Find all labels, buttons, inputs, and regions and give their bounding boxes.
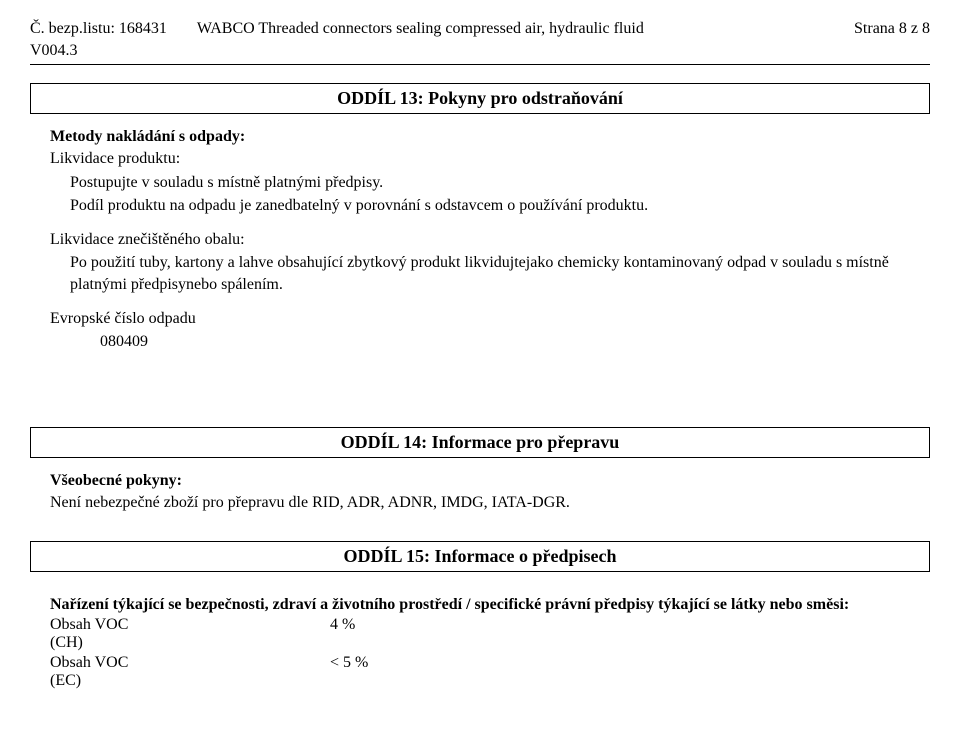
version-label: V004.3 — [30, 42, 930, 60]
waste-code-label: Evropské číslo odpadu — [50, 308, 930, 330]
sheet-number-value: 168431 — [119, 20, 167, 37]
sheet-number-label: Č. bezp.listu: — [30, 20, 115, 37]
section-14-title: ODDÍL 14: Informace pro přepravu — [30, 427, 930, 458]
voc-ec-value: < 5 % — [330, 654, 368, 672]
methods-heading: Metody nakládání s odpady: — [50, 128, 930, 146]
voc-ch-label: Obsah VOC — [50, 616, 330, 634]
disposal-product-label: Likvidace produktu: — [50, 148, 930, 170]
disposal-line1: Postupujte v souladu s místně platnými p… — [70, 172, 930, 194]
header-divider — [30, 64, 930, 65]
section-14-body: Všeobecné pokyny: Není nebezpečné zboží … — [30, 472, 930, 514]
voc-ec-label: Obsah VOC — [50, 654, 330, 672]
section-15-title: ODDÍL 15: Informace o předpisech — [30, 541, 930, 572]
header-left: Č. bezp.listu: 168431 — [30, 20, 167, 38]
contaminated-packaging-label: Likvidace znečištěného obalu: — [50, 229, 930, 251]
voc-ch-row: Obsah VOC 4 % — [50, 616, 930, 634]
regs-heading: Nařízení týkající se bezpečnosti, zdraví… — [50, 596, 930, 614]
waste-code-value: 080409 — [100, 331, 930, 353]
contaminated-packaging-text: Po použití tuby, kartony a lahve obsahuj… — [70, 252, 930, 295]
disposal-line2: Podíl produktu na odpadu je zanedbatelný… — [70, 195, 930, 217]
section-15-body: Nařízení týkající se bezpečnosti, zdraví… — [30, 596, 930, 690]
general-text: Není nebezpečné zboží pro přepravu dle R… — [50, 492, 930, 514]
header-title: WABCO Threaded connectors sealing compre… — [167, 20, 854, 38]
page-header: Č. bezp.listu: 168431 WABCO Threaded con… — [30, 20, 930, 38]
section-13-body: Metody nakládání s odpady: Likvidace pro… — [30, 128, 930, 353]
voc-ec-paren: (EC) — [50, 672, 930, 690]
section-13-title: ODDÍL 13: Pokyny pro odstraňování — [30, 83, 930, 114]
voc-ch-paren: (CH) — [50, 634, 930, 652]
page-label: Strana 8 z 8 — [854, 20, 930, 38]
general-heading: Všeobecné pokyny: — [50, 472, 930, 490]
voc-ch-value: 4 % — [330, 616, 355, 634]
voc-ec-row: Obsah VOC < 5 % — [50, 654, 930, 672]
